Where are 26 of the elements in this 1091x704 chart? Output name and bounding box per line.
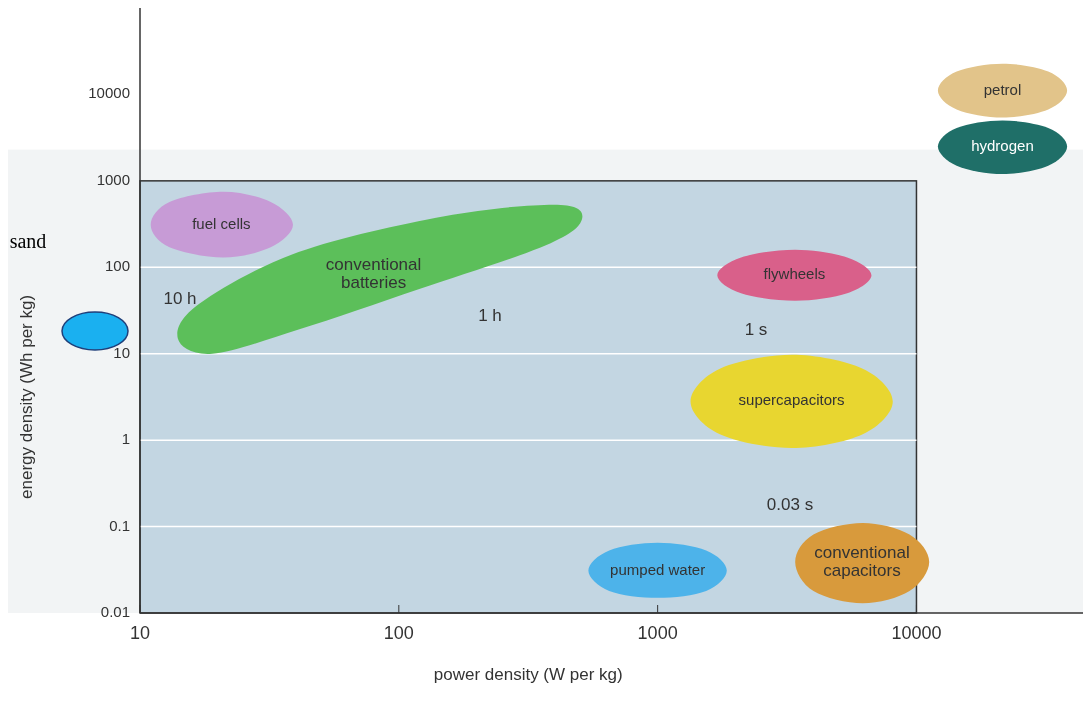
series-label: conventional capacitors <box>814 543 910 581</box>
y-tick-label: 0.1 <box>109 516 130 534</box>
y-tick-label: 10000 <box>88 84 130 102</box>
x-axis-title: power density (W per kg) <box>433 665 623 684</box>
series-label: flywheels <box>763 265 826 283</box>
annotation: 10 h <box>163 289 197 309</box>
text: sand <box>9 230 47 252</box>
y-tick-label: 1 <box>121 430 130 448</box>
series-label: petrol <box>983 80 1022 98</box>
y-tick-label: 10 <box>113 343 130 361</box>
y-tick-label: 1000 <box>96 170 130 188</box>
series-label: fuel cells <box>192 214 251 232</box>
annotation: 1 s <box>744 320 768 340</box>
annotation: 0.03 s <box>766 495 814 515</box>
x-tick-label: 10 <box>129 623 151 643</box>
x-tick-label: 10000 <box>891 623 942 643</box>
series-label: pumped water <box>610 560 706 578</box>
series-label: supercapacitors <box>738 391 845 409</box>
series-label: hydrogen <box>971 136 1034 154</box>
x-tick-label: 100 <box>383 623 414 643</box>
series-label: conventional batteries <box>325 255 422 293</box>
y-tick-label: 100 <box>104 257 130 275</box>
y-tick-label: 0.01 <box>100 602 130 620</box>
annotation: 1 h <box>478 306 502 326</box>
y-axis-title: energy density (Wh per kg) <box>17 294 36 499</box>
x-tick-label: 1000 <box>637 623 678 643</box>
